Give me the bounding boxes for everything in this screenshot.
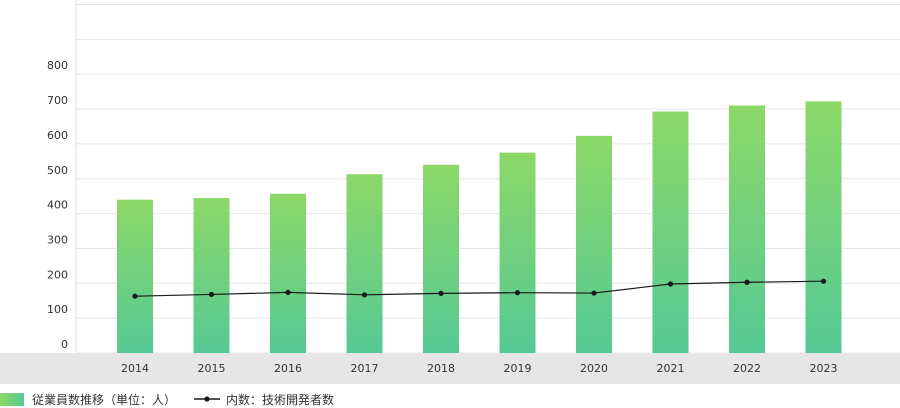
y-tick-label: 0 <box>61 338 68 351</box>
y-tick-label: 300 <box>47 233 68 246</box>
line-point-2020[interactable] <box>591 290 597 296</box>
line-point-2016[interactable] <box>285 289 291 295</box>
x-tick-label: 2021 <box>657 362 685 375</box>
legend: 従業員数推移（単位：人） 内数：技術開発者数 <box>0 390 352 408</box>
bar-2020[interactable] <box>576 135 612 353</box>
bar-2018[interactable] <box>423 164 459 353</box>
y-tick-label: 600 <box>47 129 68 142</box>
bar-series <box>117 101 842 354</box>
bar-2014[interactable] <box>117 199 153 353</box>
bar-2015[interactable] <box>193 197 230 353</box>
legend-label-employees: 従業員数推移（単位：人） <box>32 392 177 407</box>
x-tick-label: 2017 <box>351 362 379 375</box>
bar-2016[interactable] <box>270 193 306 353</box>
legend-bar-swatch <box>0 392 24 406</box>
y-tick-label: 800 <box>47 59 68 72</box>
line-series <box>132 278 827 299</box>
x-tick-label: 2020 <box>580 362 608 375</box>
x-tick-label: 2015 <box>198 362 226 375</box>
x-tick-label: 2018 <box>427 362 455 375</box>
x-axis-band <box>0 353 900 384</box>
legend-line-swatch <box>194 396 221 402</box>
bar-2021[interactable] <box>652 111 689 353</box>
y-tick-label: 500 <box>47 164 68 177</box>
line-point-2014[interactable] <box>132 293 138 299</box>
line-point-2017[interactable] <box>361 292 368 298</box>
bar-2023[interactable] <box>805 101 842 354</box>
y-tick-label: 100 <box>47 303 68 316</box>
developers-line <box>134 280 824 297</box>
bar-2019[interactable] <box>499 152 536 353</box>
y-tick-label: 700 <box>47 94 68 107</box>
bar-2022[interactable] <box>729 105 765 353</box>
x-tick-label: 2022 <box>733 362 761 375</box>
line-point-2021[interactable] <box>667 281 674 287</box>
line-point-2019[interactable] <box>514 290 521 296</box>
x-tick-label: 2023 <box>810 362 838 375</box>
y-axis-ticks: 0 100 200 300 400 500 600 700 800 <box>47 59 68 351</box>
x-tick-label: 2016 <box>274 362 302 375</box>
x-tick-label: 2019 <box>504 362 532 375</box>
legend-label-developers: 内数：技術開発者数 <box>226 392 335 407</box>
x-axis-ticks: 2014 2015 2016 2017 2018 2019 2020 2021 2022 2023 <box>121 362 838 375</box>
legend-item-developers[interactable]: 内数：技術開発者数 <box>194 391 334 408</box>
bar-2017[interactable] <box>346 174 383 353</box>
line-point-2018[interactable] <box>438 290 444 297</box>
y-tick-label: 400 <box>47 199 68 212</box>
x-tick-label: 2014 <box>121 362 149 375</box>
line-point-2023[interactable] <box>820 278 827 284</box>
line-point-2022[interactable] <box>744 279 750 285</box>
line-point-2015[interactable] <box>208 291 215 298</box>
y-tick-label: 200 <box>47 268 68 281</box>
legend-item-employees[interactable]: 従業員数推移（単位：人） <box>0 391 176 408</box>
